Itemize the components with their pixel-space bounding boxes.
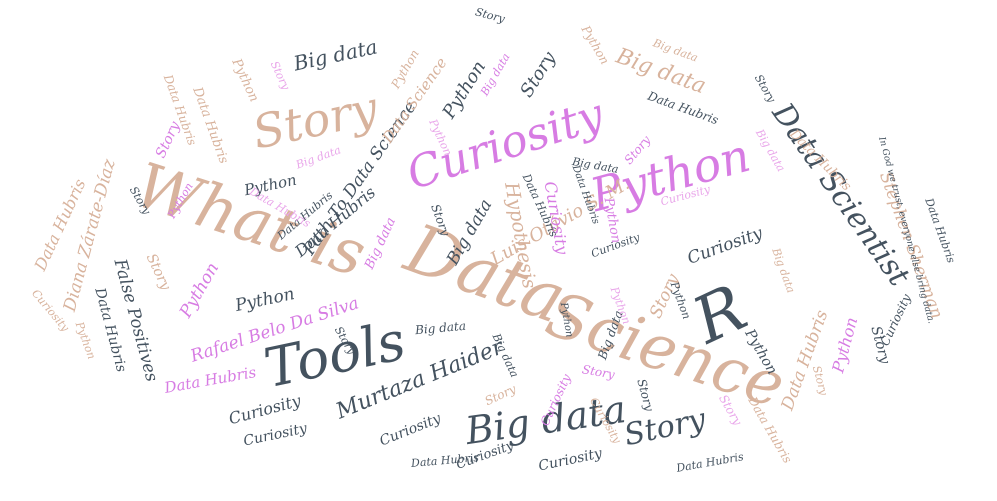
word-python: Python xyxy=(233,283,297,316)
word-data-hubris: Data Hubris xyxy=(645,88,721,128)
word-curiosity: Curiosity xyxy=(376,410,443,450)
word-python: Python xyxy=(175,258,224,321)
word-curiosity: Curiosity xyxy=(226,390,303,429)
word-story: Story xyxy=(473,4,507,26)
word-story: Story xyxy=(751,71,779,105)
word-data-hubris: Data Hubris xyxy=(162,362,257,397)
word-python: Python xyxy=(828,315,862,375)
word-big-data: Big data xyxy=(290,34,380,76)
word-big-data: Big data xyxy=(768,245,797,295)
word-python: Python xyxy=(72,319,98,361)
word-story: Story xyxy=(515,48,560,102)
word-data-hubris: Data Hubris xyxy=(189,84,231,166)
word-curiosity: Curiosity xyxy=(684,222,766,269)
word-story: Story xyxy=(267,58,293,92)
word-data-hubris: Data Hubris xyxy=(922,195,958,265)
word-story: Story xyxy=(809,363,831,397)
word-big-data: Big data xyxy=(413,318,466,338)
word-python: Python xyxy=(228,56,262,104)
word-curiosity: Curiosity xyxy=(536,445,603,475)
word-curiosity: Curiosity xyxy=(241,420,308,450)
word-story: Story xyxy=(621,401,709,454)
word-story: Story xyxy=(247,80,382,160)
word-data-hubris: Data Hubris xyxy=(675,449,745,475)
word-curiosity: Curiosity xyxy=(877,291,914,349)
word-python: Python xyxy=(578,23,612,67)
word-story: Story xyxy=(142,251,174,293)
